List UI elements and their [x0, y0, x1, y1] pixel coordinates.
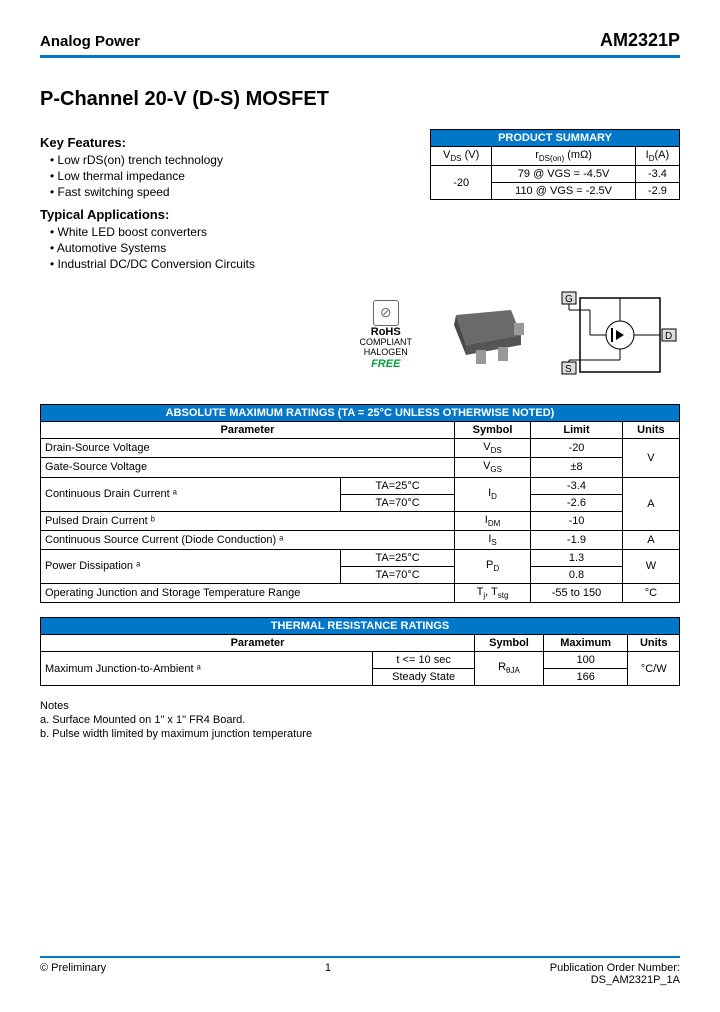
cell: -2.6 [531, 494, 623, 511]
cell: ID [454, 477, 530, 511]
header-rule [40, 55, 680, 58]
graphics-row: ⊘ RoHS COMPLIANT HALOGEN FREE G S D [40, 290, 680, 380]
pin-g-label: G [565, 294, 573, 305]
key-features-heading: Key Features: [40, 135, 410, 150]
cell: Continuous Source Current (Diode Conduct… [41, 530, 455, 549]
col-header: Symbol [454, 422, 530, 439]
cell: TA=25°C [341, 549, 455, 566]
cell: Continuous Drain Current ᵃ [41, 477, 341, 511]
cell: IS [454, 530, 530, 549]
cell: ±8 [531, 458, 623, 477]
cell: VDS [454, 439, 530, 458]
rohs-block: ⊘ RoHS COMPLIANT HALOGEN FREE [359, 300, 412, 370]
page-number: 1 [325, 962, 331, 986]
list-item: Fast switching speed [50, 184, 410, 200]
col-header: Parameter [41, 422, 455, 439]
list-item: Low rDS(on) trench technology [50, 152, 410, 168]
cell: Gate-Source Voltage [41, 458, 455, 477]
cell: Operating Junction and Storage Temperatu… [41, 583, 455, 602]
cell: A [622, 477, 679, 530]
cell: RθJA [475, 652, 544, 686]
product-summary-table: PRODUCT SUMMARY VDS (V) rDS(on) (mΩ) ID(… [430, 129, 680, 200]
cell: 166 [543, 669, 627, 686]
cell: Steady State [373, 669, 475, 686]
cell: Tj, Tstg [454, 583, 530, 602]
col-header: Symbol [475, 635, 544, 652]
cell: 110 @ VGS = -2.5V [492, 183, 636, 200]
abs-max-ratings-table: ABSOLUTE MAXIMUM RATINGS (TA = 25°C UNLE… [40, 404, 680, 603]
cell: -20 [531, 439, 623, 458]
page-footer: © Preliminary 1 Publication Order Number… [40, 956, 680, 986]
cell: TA=70°C [341, 566, 455, 583]
cell: °C [622, 583, 679, 602]
cell: 0.8 [531, 566, 623, 583]
cell: TA=25°C [341, 477, 455, 494]
col-header: VDS (V) [431, 147, 492, 166]
cell: 79 @ VGS = -4.5V [492, 166, 636, 183]
cell: PD [454, 549, 530, 583]
pin-s-label: S [565, 364, 572, 375]
cell: Drain-Source Voltage [41, 439, 455, 458]
cell: -20 [431, 166, 492, 200]
thermal-ratings-table: THERMAL RESISTANCE RATINGS Parameter Sym… [40, 617, 680, 686]
cell: 100 [543, 652, 627, 669]
part-number: AM2321P [600, 30, 680, 51]
cell: IDM [454, 511, 530, 530]
list-item: Industrial DC/DC Conversion Circuits [50, 256, 410, 272]
col-header: rDS(on) (mΩ) [492, 147, 636, 166]
cell: t <= 10 sec [373, 652, 475, 669]
note-item: a. Surface Mounted on 1" x 1" FR4 Board. [40, 714, 680, 726]
col-header: Units [622, 422, 679, 439]
list-item: White LED boost converters [50, 224, 410, 240]
footer-left: © Preliminary [40, 962, 106, 986]
summary-title: PRODUCT SUMMARY [431, 130, 680, 147]
col-header: ID(A) [635, 147, 679, 166]
features-column: Key Features: Low rDS(on) trench technol… [40, 129, 410, 272]
thermal-title: THERMAL RESISTANCE RATINGS [41, 618, 680, 635]
page-header: Analog Power AM2321P [40, 30, 680, 51]
note-item: b. Pulse width limited by maximum juncti… [40, 728, 680, 740]
rohs-free: FREE [371, 358, 400, 370]
rohs-compliant: COMPLIANT [359, 337, 412, 347]
cell: Maximum Junction-to-Ambient ᵃ [41, 652, 373, 686]
cell: W [622, 549, 679, 583]
cell: VGS [454, 458, 530, 477]
abs-max-title: ABSOLUTE MAXIMUM RATINGS (TA = 25°C UNLE… [41, 405, 680, 422]
notes-section: Notes a. Surface Mounted on 1" x 1" FR4 … [40, 700, 680, 740]
cell: -55 to 150 [531, 583, 623, 602]
footer-right: Publication Order Number: DS_AM2321P_1A [550, 962, 680, 986]
cell: -2.9 [635, 183, 679, 200]
rohs-halogen: HALOGEN [364, 347, 408, 357]
cell: -10 [531, 511, 623, 530]
pin-d-label: D [665, 331, 672, 342]
col-header: Limit [531, 422, 623, 439]
col-header: Parameter [41, 635, 475, 652]
footer-rule [40, 956, 680, 958]
package-image [426, 295, 546, 375]
cell: Pulsed Drain Current ᵇ [41, 511, 455, 530]
col-header: Units [628, 635, 680, 652]
cell: °C/W [628, 652, 680, 686]
col-header: Maximum [543, 635, 627, 652]
overview-section: Key Features: Low rDS(on) trench technol… [40, 129, 680, 272]
rohs-icon: ⊘ [373, 300, 399, 326]
cell: A [622, 530, 679, 549]
list-item: Automotive Systems [50, 240, 410, 256]
list-item: Low thermal impedance [50, 168, 410, 184]
cell: V [622, 439, 679, 477]
cell: -3.4 [635, 166, 679, 183]
cell: Power Dissipation ᵃ [41, 549, 341, 583]
pinout-diagram: G S D [560, 290, 680, 380]
page-title: P-Channel 20-V (D-S) MOSFET [40, 88, 680, 111]
cell: 1.3 [531, 549, 623, 566]
key-features-list: Low rDS(on) trench technology Low therma… [40, 152, 410, 201]
cell: -3.4 [531, 477, 623, 494]
cell: -1.9 [531, 530, 623, 549]
cell: TA=70°C [341, 494, 455, 511]
applications-heading: Typical Applications: [40, 207, 410, 222]
brand-label: Analog Power [40, 33, 140, 50]
notes-heading: Notes [40, 700, 680, 712]
product-summary-column: PRODUCT SUMMARY VDS (V) rDS(on) (mΩ) ID(… [430, 129, 680, 272]
applications-list: White LED boost converters Automotive Sy… [40, 224, 410, 273]
